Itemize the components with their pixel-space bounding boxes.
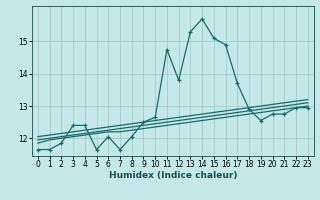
X-axis label: Humidex (Indice chaleur): Humidex (Indice chaleur) (108, 171, 237, 180)
